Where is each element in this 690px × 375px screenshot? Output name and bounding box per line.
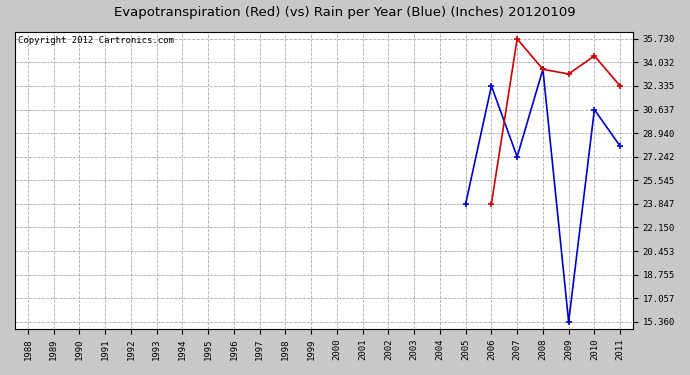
Text: Copyright 2012 Cartronics.com: Copyright 2012 Cartronics.com: [18, 36, 174, 45]
Text: Evapotranspiration (Red) (vs) Rain per Year (Blue) (Inches) 20120109: Evapotranspiration (Red) (vs) Rain per Y…: [114, 6, 576, 19]
